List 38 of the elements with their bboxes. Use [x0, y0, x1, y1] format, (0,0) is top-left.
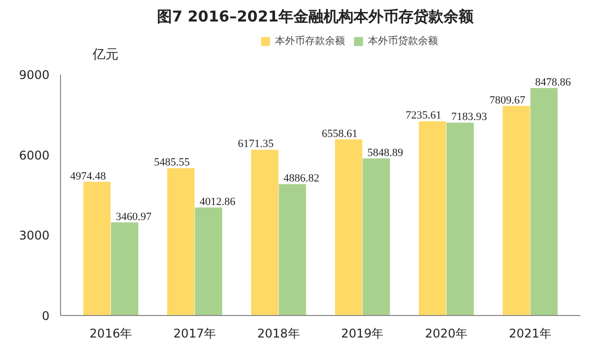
- data-label: 4974.48: [70, 170, 106, 182]
- bar: [446, 122, 474, 316]
- data-label: 6171.35: [238, 138, 274, 150]
- x-tick-label: 2019年: [341, 326, 384, 340]
- x-tick-label: 2020年: [425, 326, 468, 340]
- legend-label: 本外币存款余额: [275, 34, 345, 48]
- bar: [362, 158, 390, 316]
- bar: [111, 222, 138, 316]
- data-label: 8478.86: [535, 76, 572, 88]
- data-label: 7183.93: [451, 111, 488, 124]
- y-axis-title: 亿元: [92, 48, 118, 62]
- data-label: 5485.55: [154, 156, 190, 169]
- bar: [418, 121, 446, 316]
- x-tick-label: 2017年: [173, 326, 216, 340]
- bar: [334, 139, 362, 316]
- bar: [251, 150, 278, 316]
- y-tick-label: 0: [42, 309, 50, 323]
- data-label: 7235.61: [406, 110, 442, 122]
- data-label: 3460.97: [116, 210, 152, 223]
- bar: [194, 208, 222, 316]
- x-tick-label: 2021年: [508, 326, 552, 340]
- x-tick-label: 2018年: [257, 326, 300, 340]
- data-label: 4886.82: [284, 172, 320, 185]
- y-tick-label: 9000: [18, 68, 50, 82]
- bar: [167, 168, 194, 316]
- y-tick-label: 6000: [18, 148, 50, 162]
- bar: [530, 88, 558, 316]
- bar: [502, 106, 530, 316]
- chart-title: 图7 2016–2021年金融机构本外币存贷款余额: [156, 8, 475, 26]
- data-label: 7809.67: [489, 94, 526, 106]
- bar: [278, 184, 306, 316]
- data-label: 5848.89: [367, 146, 404, 159]
- y-tick-label: 3000: [18, 228, 50, 243]
- legend-label: 本外币贷款余额: [368, 34, 438, 48]
- data-label: 4012.86: [200, 196, 236, 208]
- x-tick-label: 2016年: [90, 326, 132, 340]
- bar: [83, 182, 111, 316]
- data-label: 6558.61: [322, 128, 358, 140]
